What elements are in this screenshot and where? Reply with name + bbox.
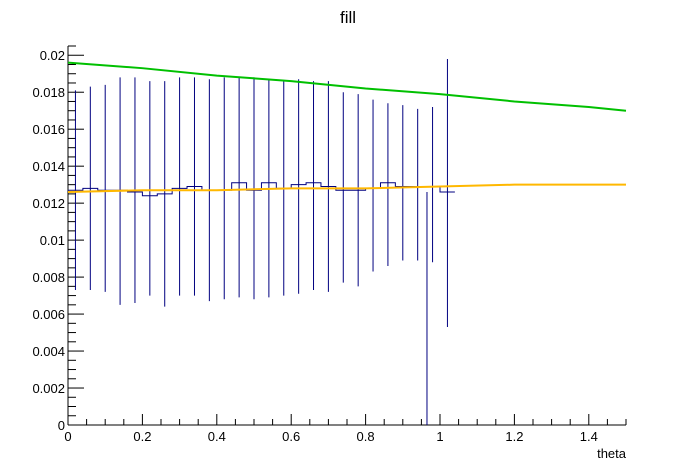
chart-title: fill [340,8,356,27]
plot-area: 0 0.2 0.4 0.6 0.8 1 1.2 1.4 0 0.002 0.004 0.006 0.00… [32,45,627,444]
green-fit-line [67,61,627,112]
y-tick-label: 0.016 [32,122,65,137]
x-tick-label: 1 [436,429,443,444]
y-tick-label: 0.002 [32,381,65,396]
y-tick-label: 0 [58,418,65,433]
x-tick-label: 0.8 [357,429,375,444]
orange-fit-line [67,183,626,194]
y-tick-label: 0.004 [32,344,65,359]
y-tick-label: 0.02 [40,48,65,63]
y-tick-label: 0.014 [32,159,65,174]
y-tick-label: 0.018 [32,85,65,100]
x-tick-label: 1.2 [505,429,523,444]
x-tick-label: 0.6 [282,429,300,444]
y-tick-label: 0.008 [32,270,65,285]
histogram-steps [68,182,455,197]
y-tick-label: 0.01 [40,233,65,248]
x-tick-label: 0.2 [133,429,151,444]
x-axis-title: theta [597,446,627,461]
x-tick-label: 0 [64,429,71,444]
x-tick-label: 1.4 [580,429,598,444]
x-tick-label: 0.4 [208,429,226,444]
y-tick-label: 0.012 [32,196,65,211]
y-tick-label: 0.006 [32,307,65,322]
